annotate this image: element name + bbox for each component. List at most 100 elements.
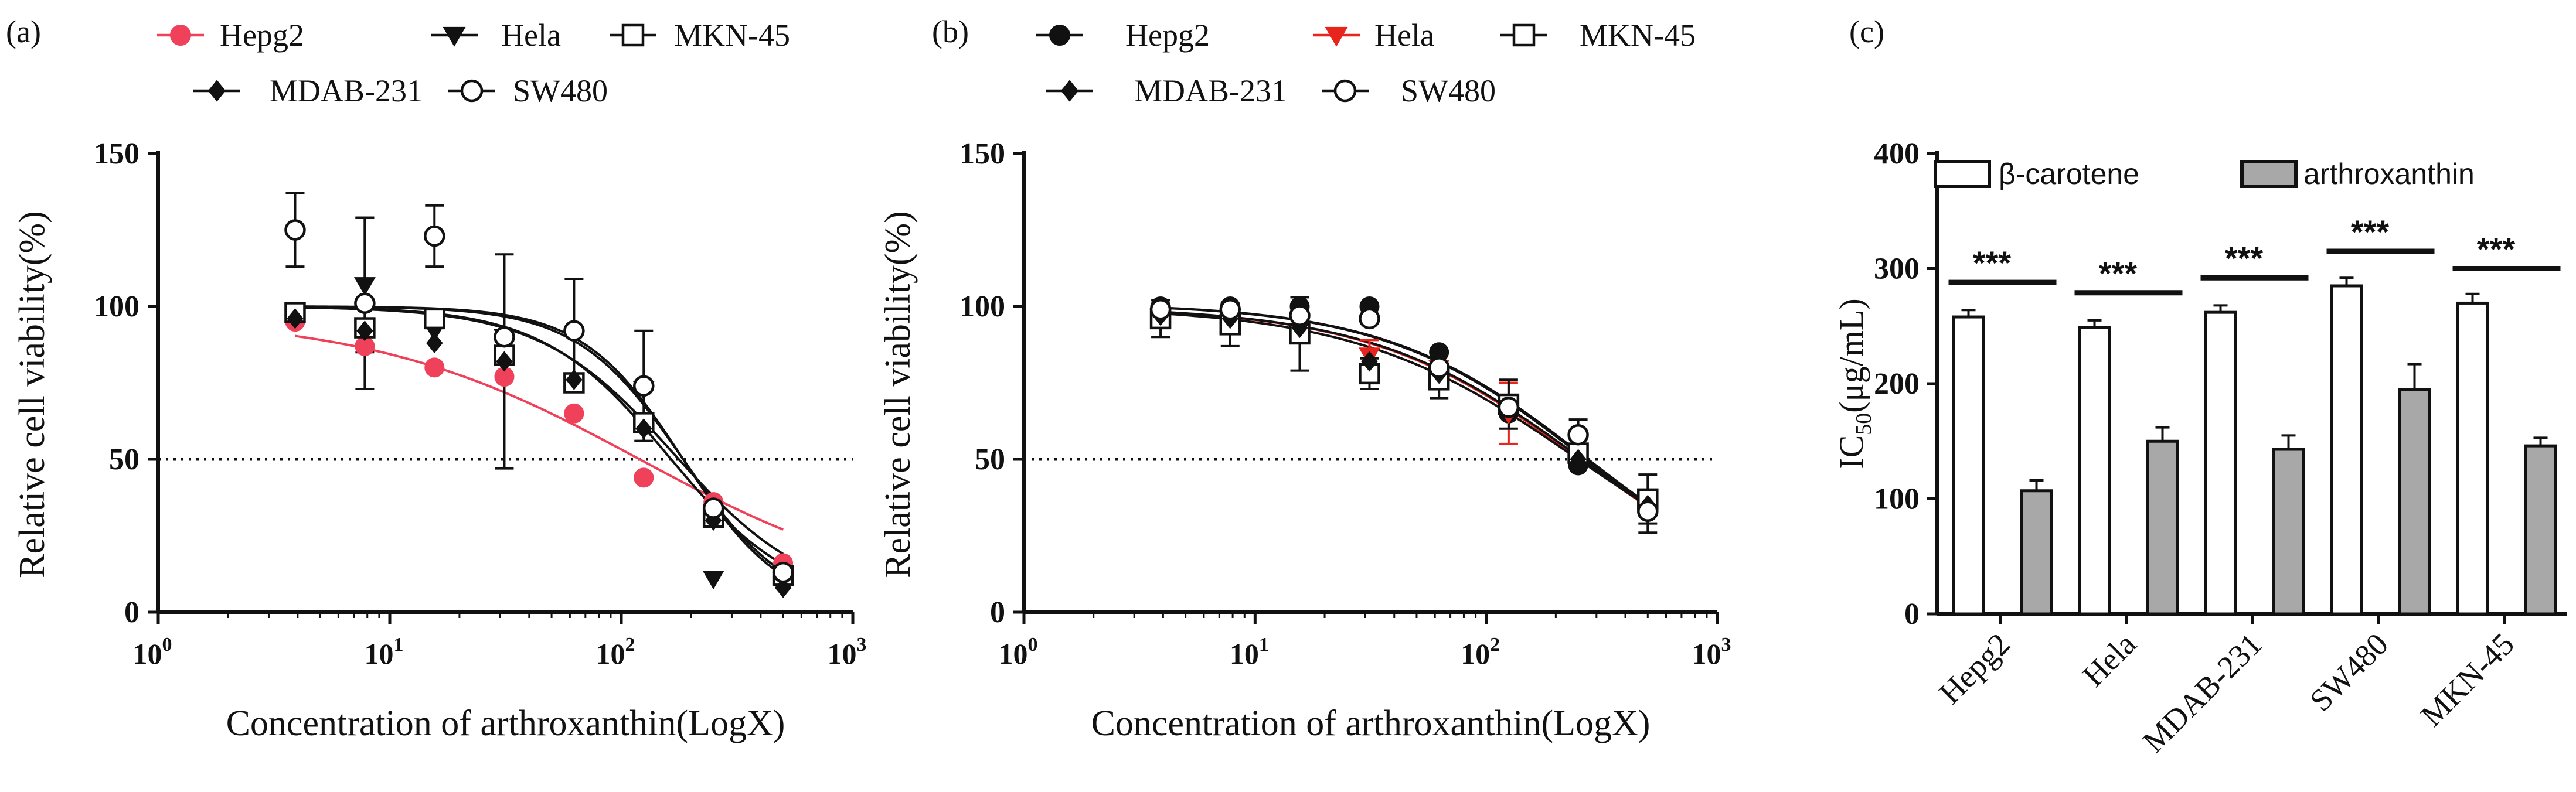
panel-c: (c) 0 100 200 300 400 IC50(μg/mL) *** Hepg2 *** He… <box>1832 14 2567 759</box>
y-tick-label: 0 <box>124 596 139 629</box>
legend-label-MDAB-231: MDAB-231 <box>270 73 423 108</box>
y-axis-title: Relative cell viability(%) <box>12 211 52 578</box>
data-point-MDAB-231 <box>566 369 583 390</box>
fit-curve-Hela <box>1161 310 1649 508</box>
data-point-SW480 <box>1637 500 1659 522</box>
legend-marker <box>170 25 191 46</box>
data-point-Hepg2 <box>634 467 654 488</box>
legend-label-Hepg2: Hepg2 <box>220 18 304 53</box>
y-tick-label: 100 <box>94 290 139 323</box>
data-point-Hela <box>702 571 724 590</box>
significance-label: *** <box>1973 244 2012 281</box>
legend-label-SW480: SW480 <box>1401 73 1496 108</box>
data-point-SW480 <box>1359 308 1380 330</box>
data-point-SW480 <box>633 375 655 397</box>
fit-curve-MDAB-231 <box>1160 310 1649 507</box>
significance-label: *** <box>2477 231 2516 268</box>
fit-curve-SW480 <box>1160 306 1649 507</box>
panel-b: (b) 0 50 100 150 100 101 102 103 Concentration of… <box>878 14 1731 743</box>
data-point-Hela <box>353 277 376 296</box>
data-point-SW480 <box>354 292 376 315</box>
category-label: MKN-45 <box>2414 626 2521 733</box>
x-axis-title: Concentration of arthroxanthin(LogX) <box>226 704 785 743</box>
bar-arthroxanthin <box>2398 388 2431 616</box>
y-tick-label: 300 <box>1874 252 1920 286</box>
panel-label: (c) <box>1849 14 1884 49</box>
legend-marker <box>1333 79 1357 103</box>
legend-marker <box>1512 23 1536 47</box>
x-axis-title: Concentration of arthroxanthin(LogX) <box>1091 704 1651 743</box>
x-tick-label: 102 <box>596 634 635 670</box>
category-label: MDAB-231 <box>2136 626 2269 759</box>
data-point-Hepg2 <box>564 403 584 424</box>
panel-label: (a) <box>6 14 41 49</box>
fit-curve-Hepg2 <box>295 334 784 531</box>
y-tick-label: 150 <box>959 137 1005 170</box>
legend-swatch <box>2240 160 2298 188</box>
legend-marker <box>443 26 466 47</box>
legend-marker <box>1049 25 1070 46</box>
data-point-SW480 <box>1219 298 1241 320</box>
legend-label-Hepg2: Hepg2 <box>1125 18 1210 53</box>
y-axis-title: Relative cell viability(%) <box>878 211 918 578</box>
category-label: Hela <box>2075 626 2143 694</box>
legend-label-SW480: SW480 <box>513 73 608 108</box>
panel-label: (b) <box>932 14 969 49</box>
bar-β-carotene <box>2078 326 2111 616</box>
legend-label-Hela: Hela <box>501 18 561 53</box>
data-point-SW480 <box>1428 357 1450 378</box>
category-label: Hepg2 <box>1932 626 2017 711</box>
legend-marker <box>460 79 484 103</box>
data-point-SW480 <box>284 219 306 241</box>
data-point-Hepg2 <box>424 357 445 378</box>
x-tick-label: 103 <box>828 634 867 670</box>
data-point-MDAB-231 <box>356 320 373 342</box>
data-point-SW480 <box>494 326 515 348</box>
category-label: SW480 <box>2303 626 2395 718</box>
fit-curve-MKN-45 <box>1160 312 1649 507</box>
data-point-SW480 <box>1149 298 1172 320</box>
y-tick-label: 150 <box>94 137 139 170</box>
legend-marker <box>621 23 645 47</box>
significance-label: *** <box>2225 240 2264 276</box>
significance-label: *** <box>2099 255 2138 292</box>
x-tick-label: 101 <box>365 634 404 670</box>
y-tick-label: 50 <box>975 443 1005 476</box>
x-tick-label: 101 <box>1230 634 1269 670</box>
y-axis-title: IC50(μg/mL) <box>1832 298 1876 469</box>
data-point-MDAB-231 <box>1570 449 1587 470</box>
data-point-MDAB-231 <box>1361 351 1378 372</box>
bar-β-carotene <box>1952 315 1985 616</box>
y-tick-label: 0 <box>1904 598 1920 631</box>
x-tick-label: 100 <box>133 634 172 670</box>
x-tick-label: 102 <box>1461 634 1500 670</box>
x-tick-label: 100 <box>999 634 1038 670</box>
legend-swatch <box>1934 160 1991 188</box>
legend-label-MDAB-231: MDAB-231 <box>1134 73 1287 108</box>
fit-curve-SW480 <box>295 305 784 576</box>
data-point-MDAB-231 <box>774 577 792 598</box>
fit-curve-MDAB-231 <box>295 306 784 566</box>
panel-a: (a) 0 50 100 150 100 101 102 103 Concentration of… <box>6 14 867 743</box>
legend-marker <box>207 80 226 102</box>
bar-arthroxanthin <box>2020 489 2053 616</box>
bar-β-carotene <box>2456 301 2489 616</box>
y-tick-label: 200 <box>1874 367 1920 401</box>
y-tick-label: 100 <box>959 290 1005 323</box>
data-point-SW480 <box>1567 424 1589 446</box>
x-tick-label: 103 <box>1692 634 1731 670</box>
bar-β-carotene <box>2330 284 2363 616</box>
y-tick-label: 0 <box>990 596 1005 629</box>
data-point-MDAB-231 <box>496 351 513 372</box>
legend-marker <box>1060 80 1079 102</box>
y-tick-label: 50 <box>109 443 139 476</box>
bar-β-carotene <box>2204 310 2237 616</box>
data-point-MDAB-231 <box>426 333 443 354</box>
data-point-MKN-45 <box>424 308 445 330</box>
data-point-SW480 <box>563 320 585 342</box>
bar-arthroxanthin <box>2272 448 2305 616</box>
legend-label-arthroxanthin: arthroxanthin <box>2303 158 2475 190</box>
y-tick-label: 100 <box>1874 483 1920 516</box>
data-point-SW480 <box>424 225 445 247</box>
